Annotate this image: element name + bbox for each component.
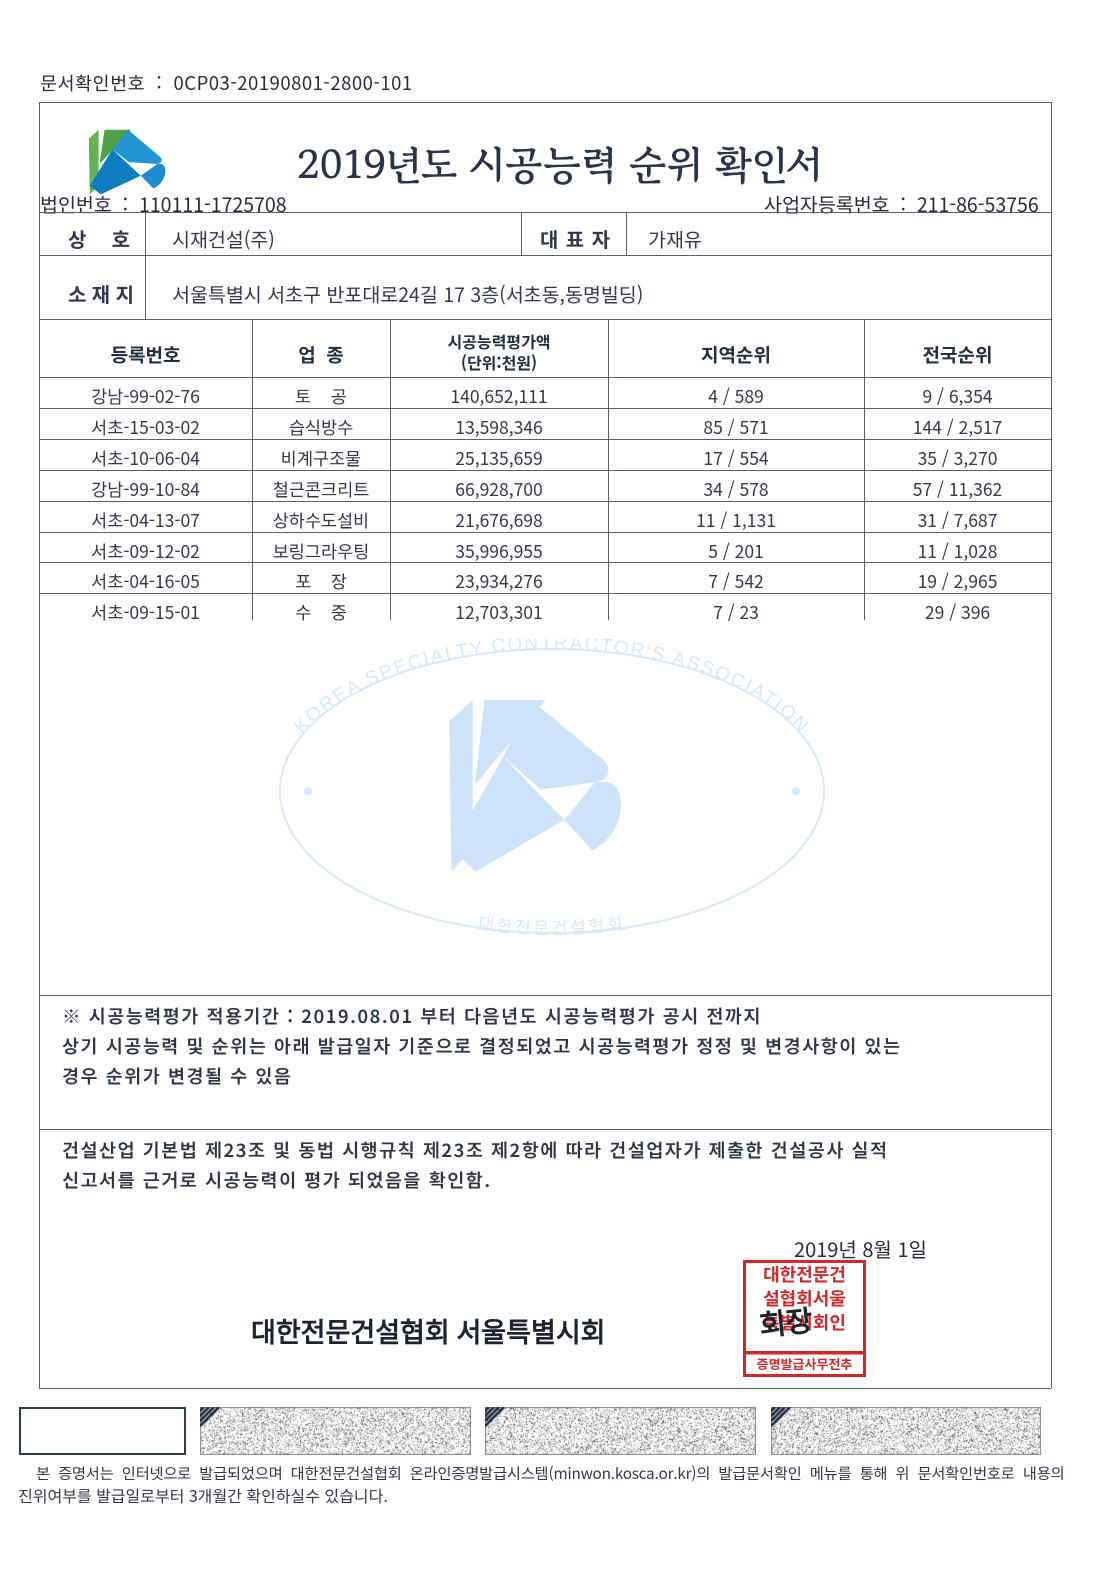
svg-text:대한전문건설협회: 대한전문건설협회 bbox=[477, 909, 627, 939]
svg-text:대한전문건: 대한전문건 bbox=[763, 1261, 846, 1287]
svg-text:증명발급사무전추: 증명발급사무전추 bbox=[757, 1354, 853, 1373]
